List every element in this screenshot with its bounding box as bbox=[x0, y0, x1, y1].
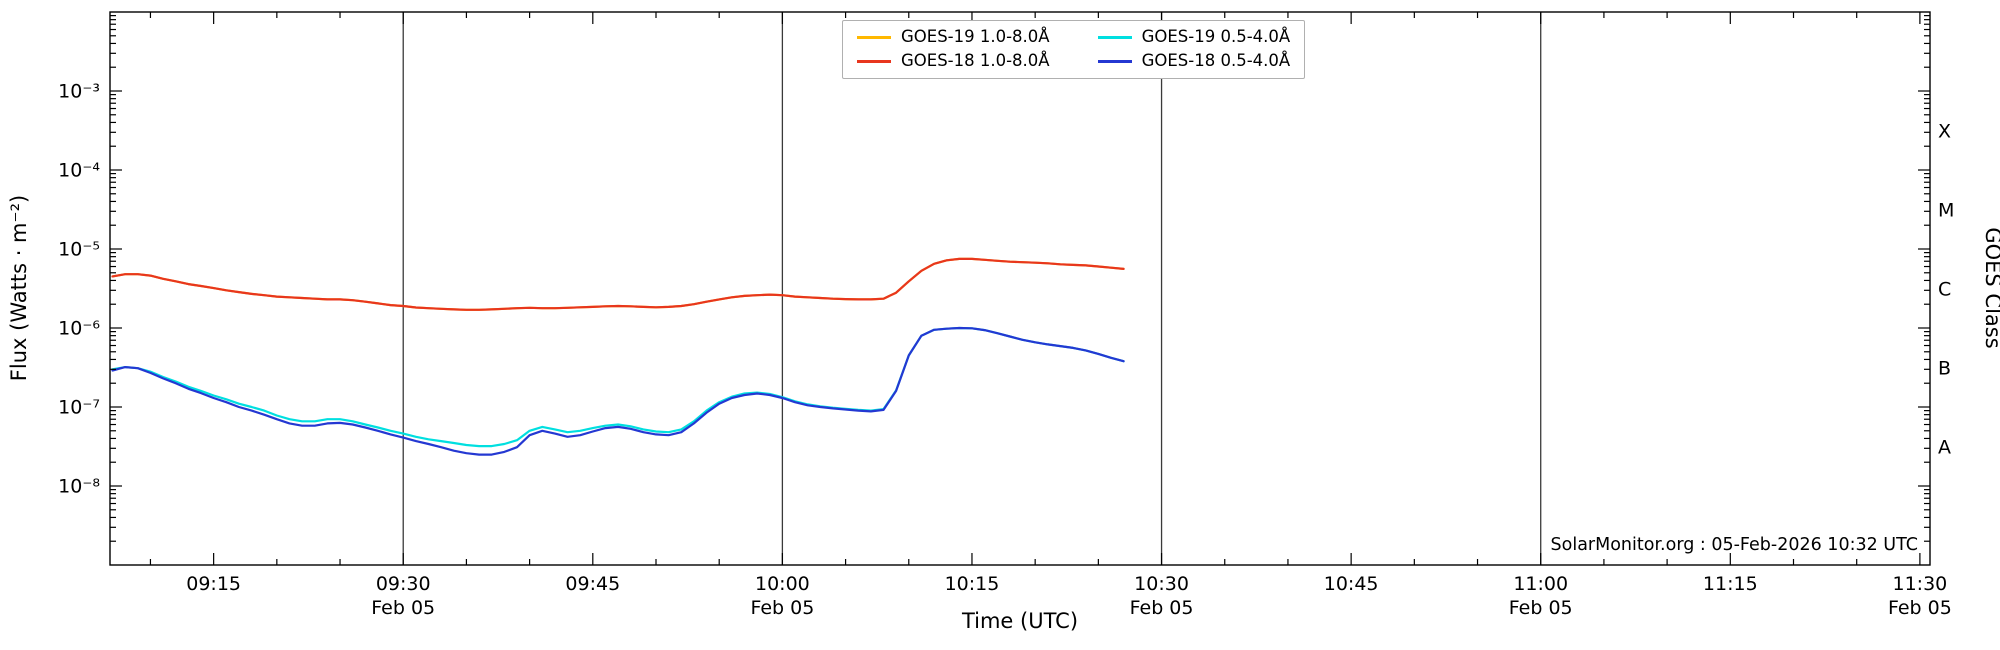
y-tick-label: 10⁻⁸ bbox=[58, 476, 100, 498]
legend-line-swatch bbox=[1097, 60, 1132, 63]
series-line-goes18-short bbox=[111, 326, 1125, 456]
x-axis-title: Time (UTC) bbox=[961, 609, 1078, 633]
legend-label: GOES-18 1.0-8.0Å bbox=[901, 50, 1050, 70]
legend-item-goes18-short: GOES-18 0.5-4.0Å bbox=[1097, 50, 1291, 71]
x-tick-label: 10:00 bbox=[755, 573, 810, 595]
gridlines bbox=[402, 12, 1542, 565]
goes-class-letter-C: C bbox=[1938, 279, 1951, 301]
x-date-label: Feb 05 bbox=[750, 597, 814, 619]
y-tick-label: 10⁻⁵ bbox=[58, 239, 100, 261]
goes-class-letter-A: A bbox=[1938, 437, 1951, 459]
x-tick-label: 09:15 bbox=[186, 573, 241, 595]
legend-label: GOES-19 1.0-8.0Å bbox=[901, 27, 1050, 46]
plot-border bbox=[109, 11, 1931, 566]
x-date-label: Feb 05 bbox=[1888, 597, 1952, 619]
x-tick-label: 09:45 bbox=[565, 573, 620, 595]
legend-item-goes18-long: GOES-18 1.0-8.0Å bbox=[857, 50, 1050, 71]
y-axis-title: Flux (Watts · m⁻²) bbox=[7, 195, 31, 381]
goes-class-letter-M: M bbox=[1938, 200, 1954, 222]
x-tick-label: 11:30 bbox=[1893, 573, 1948, 595]
legend-line-swatch bbox=[1097, 36, 1132, 39]
legend-label: GOES-18 0.5-4.0Å bbox=[1141, 50, 1291, 70]
y-tick-label: 10⁻³ bbox=[58, 81, 100, 103]
goes-class-letter-B: B bbox=[1938, 358, 1951, 380]
series-line-goes19-long bbox=[111, 257, 1125, 311]
axes bbox=[109, 11, 1931, 566]
x-tick-label: 10:45 bbox=[1324, 573, 1379, 595]
y-axis-right-title: GOES Class bbox=[1981, 227, 2000, 348]
legend: GOES-19 1.0-8.0Å GOES-19 0.5-4.0Å GOES-18 … bbox=[842, 20, 1306, 79]
watermark-text: SolarMonitor.org : 05-Feb-2026 10:32 UTC bbox=[1551, 535, 1918, 555]
legend-label: GOES-19 0.5-4.0Å bbox=[1141, 27, 1291, 46]
legend-item-goes19-short: GOES-19 0.5-4.0Å bbox=[1097, 27, 1291, 47]
legend-line-swatch bbox=[857, 36, 891, 39]
x-tick-label: 11:15 bbox=[1703, 573, 1758, 595]
y-tick-label: 10⁻⁴ bbox=[58, 160, 100, 182]
x-tick-label: 10:30 bbox=[1134, 573, 1189, 595]
x-date-label: Feb 05 bbox=[371, 597, 435, 619]
legend-item-goes19-long: GOES-19 1.0-8.0Å bbox=[857, 27, 1050, 47]
series-line-goes18-long bbox=[111, 257, 1125, 311]
series-lines bbox=[111, 257, 1125, 456]
x-tick-label: 11:00 bbox=[1513, 573, 1568, 595]
legend-line-swatch bbox=[857, 60, 891, 63]
x-tick-label: 10:15 bbox=[945, 573, 1000, 595]
series-line-goes19-short bbox=[111, 326, 1125, 448]
x-tick-label: 09:30 bbox=[376, 573, 431, 595]
x-date-label: Feb 05 bbox=[1130, 597, 1194, 619]
y-tick-label: 10⁻⁷ bbox=[58, 397, 100, 419]
y-tick-label: 10⁻⁶ bbox=[58, 318, 100, 340]
x-date-label: Feb 05 bbox=[1509, 597, 1573, 619]
goes-class-letter-X: X bbox=[1938, 121, 1951, 143]
